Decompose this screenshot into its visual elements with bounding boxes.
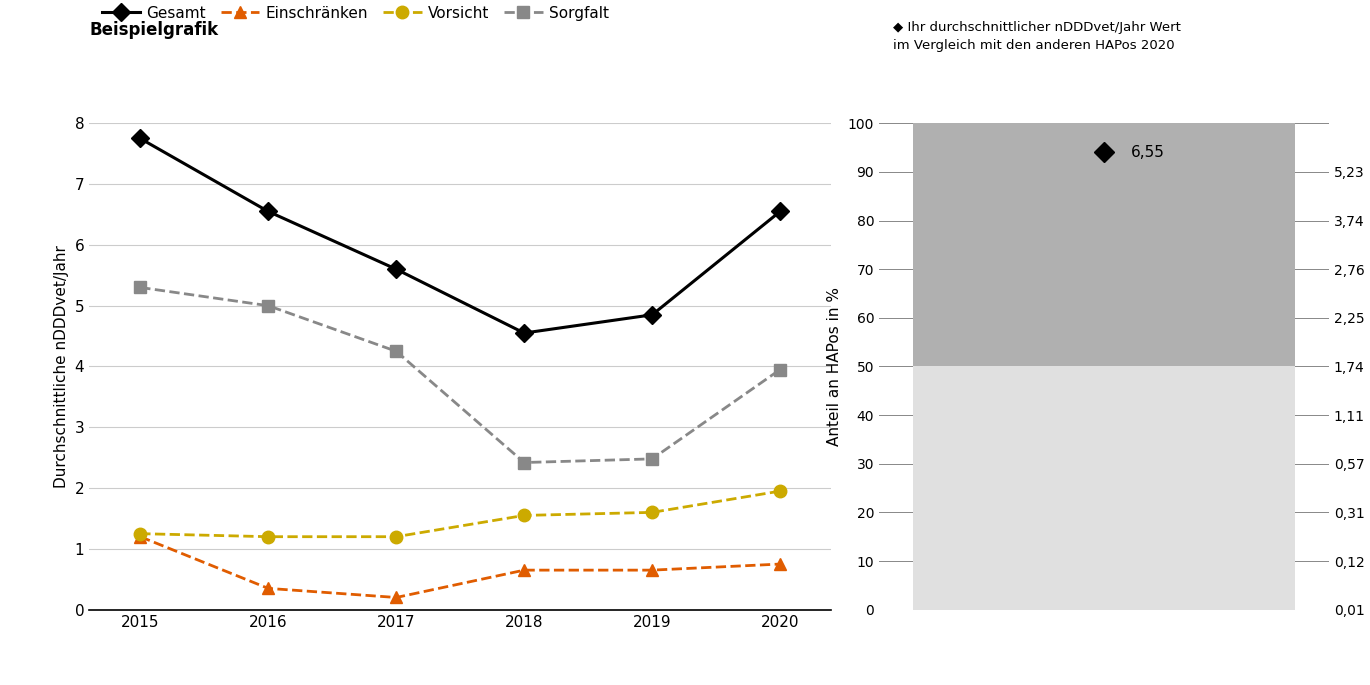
Legend: Gesamt, Einschränken, Vorsicht, Sorgfalt: Gesamt, Einschränken, Vorsicht, Sorgfalt	[96, 0, 615, 27]
Bar	[912, 123, 1295, 366]
Text: ◆ Ihr durchschnittlicher nDDDvet/Jahr Wert
im Vergleich mit den anderen HAPos 20: ◆ Ihr durchschnittlicher nDDDvet/Jahr We…	[893, 21, 1181, 51]
Text: 6,55: 6,55	[1132, 145, 1164, 160]
Bar	[912, 366, 1295, 610]
Text: Beispielgrafik: Beispielgrafik	[89, 21, 218, 38]
Y-axis label: Anteil an HAPos in %: Anteil an HAPos in %	[827, 287, 843, 446]
Y-axis label: Durchschnittliche nDDDvet/Jahr: Durchschnittliche nDDDvet/Jahr	[53, 245, 68, 488]
